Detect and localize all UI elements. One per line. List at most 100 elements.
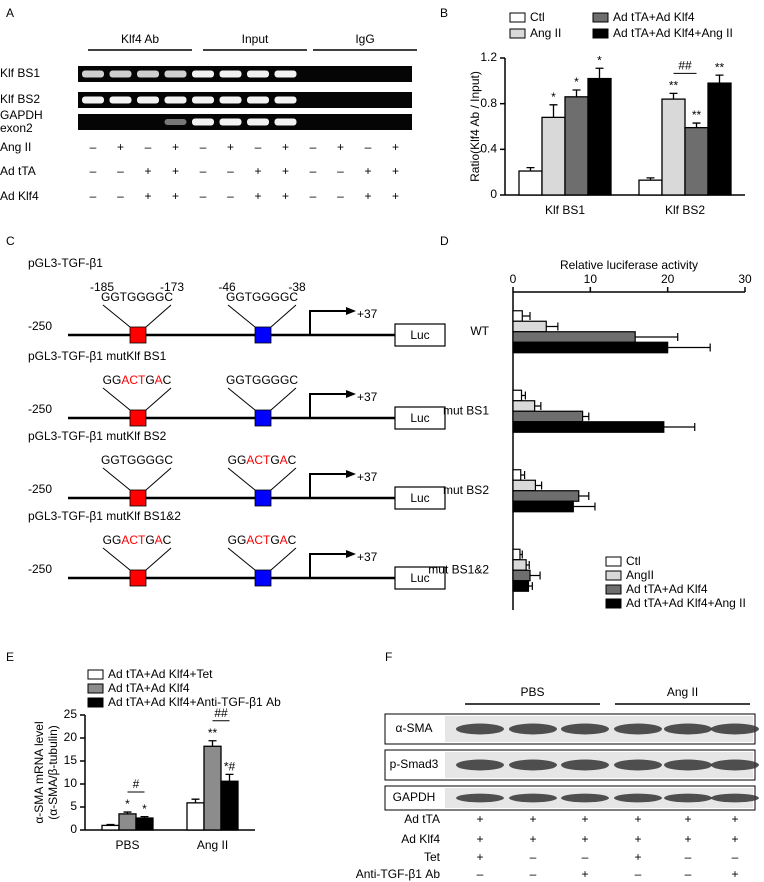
condition-sign: + [144,189,151,203]
error-bar [521,391,526,400]
bar [541,116,566,196]
end-label: +37 [357,470,378,484]
condition-sign: + [634,832,641,846]
condition-sign: – [530,850,537,864]
legend-swatch [605,598,622,609]
blot-band [561,723,609,735]
condition-sign: – [310,189,317,203]
group-header: IgG [355,32,374,46]
condition-sign: – [337,164,344,178]
blot-label: α-SMA [396,721,433,735]
bar [512,389,523,402]
x-tick-label: 20 [661,272,675,286]
condition-label: Ad Klf4 [401,832,440,846]
site-connector [270,304,297,328]
condition-sign: + [392,164,399,178]
condition-sign: – [200,140,207,154]
gel-band [82,96,104,104]
site-connector [145,547,172,571]
condition-sign: + [392,140,399,154]
condition-sign: – [200,189,207,203]
condition-sign: + [581,867,588,881]
error-bar [530,571,541,580]
y-tick-label: 20 [64,730,78,744]
error-bar [646,177,655,181]
bar [512,548,521,561]
site-sequence: GGACTGAC [228,453,297,467]
gel-strip [78,66,412,82]
condition-sign: + [282,140,289,154]
bar [587,77,612,196]
condition-sign: + [684,812,691,826]
bar [638,179,663,196]
site-connector [270,467,297,491]
error-bar [663,423,696,431]
condition-sign: + [254,189,261,203]
condition-sign: + [731,867,738,881]
gel-band [164,96,187,104]
site-connector [102,467,131,491]
site-connector [145,387,172,411]
sequence-segment: GGTGGGGC [101,453,173,467]
bar [684,126,709,196]
construct-name: pGL3-TGF-β1 [28,256,103,270]
position-label: -185 [90,280,114,294]
site-connector [102,547,131,571]
gel-band [274,118,297,126]
condition-sign: + [144,164,151,178]
significance-label: ** [208,726,218,740]
condition-sign: – [255,140,262,154]
bar [512,310,523,322]
site-connector [227,304,256,328]
condition-sign: – [145,140,152,154]
legend-swatch [87,697,104,708]
row-label: exon2 [0,121,33,135]
sequence-segment: G [270,533,279,547]
blot-band [614,793,662,803]
y-tick-label: 25 [64,707,78,721]
site-connector [102,304,131,328]
row-label: Klf BS2 [0,92,40,106]
error-bar [140,816,149,819]
bar [512,320,547,333]
sequence-segment: GG [103,533,122,547]
condition-label: Anti-TGF-β1 Ab [356,867,441,881]
bar [661,98,686,196]
sequence-segment: ACT [246,453,271,467]
condition-sign: – [635,867,642,881]
bar [512,331,636,343]
tss-arrow [309,393,348,418]
blot-band [509,723,557,735]
condition-sign: + [254,164,261,178]
y-tick-label: mut BS1 [443,403,489,417]
blot-band [614,723,662,735]
gel-band [137,70,159,78]
bar [512,421,665,433]
reporter-label: Luc [410,328,429,342]
blot-band [711,793,759,803]
binding-site [129,569,147,587]
blot-band [664,759,712,771]
bar [512,559,527,571]
sequence-segment: A [280,453,288,467]
legend-swatch [605,556,622,567]
error-bar [595,67,604,79]
blot-band [456,793,504,803]
significance-label: ** [669,79,679,93]
sequence-segment: C [163,373,172,387]
blot-band [711,759,759,771]
gel-band [247,118,269,126]
error-bar [191,798,200,803]
condition-sign: + [392,189,399,203]
sequence-segment: GG [228,453,247,467]
bar [118,813,137,831]
bracket-label: ## [214,706,228,720]
condition-label: Tet [424,850,441,864]
condition-label: Ang II [0,140,31,154]
x-tick-label: 10 [584,272,598,286]
error-bar [526,166,535,172]
blot-band [509,793,557,803]
reporter-box [394,566,446,590]
binding-site [254,326,272,344]
